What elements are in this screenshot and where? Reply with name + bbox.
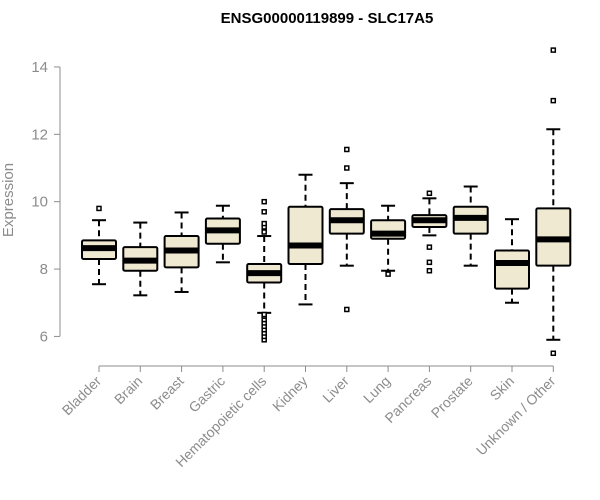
- box-gastric: [204, 204, 241, 264]
- outlier-lung-0: [385, 271, 391, 277]
- box-pancreas: [411, 190, 448, 274]
- outlier-pancreas-1: [426, 259, 433, 266]
- box-liver: [328, 146, 365, 313]
- outlier-hematopoietic-cells-11: [261, 220, 267, 227]
- box-hematopoietic-cells: [246, 198, 283, 343]
- outlier-hematopoietic-cells-12: [261, 209, 267, 215]
- box-skin: [494, 218, 530, 304]
- outlier-pancreas-3: [426, 190, 433, 197]
- outlier-unknown-other-1: [550, 97, 557, 104]
- box-breast: [163, 211, 200, 293]
- outlier-liver-0: [344, 306, 350, 313]
- chart-title: ENSG00000119899 - SLC17A5: [221, 10, 434, 27]
- x-tick-label-skin: Skin: [487, 373, 518, 404]
- y-tick-label-12: 12: [31, 126, 48, 143]
- outlier-bladder-0: [96, 205, 102, 212]
- outlier-hematopoietic-cells-13: [261, 198, 267, 205]
- outlier-pancreas-0: [426, 267, 433, 274]
- y-tick-label-8: 8: [40, 261, 48, 278]
- x-tick-label-brain: Brain: [111, 373, 145, 407]
- outlier-hematopoietic-cells-8: [261, 311, 267, 318]
- boxes-group: [81, 47, 572, 357]
- box-kidney: [287, 173, 324, 306]
- y-tick-label-6: 6: [40, 328, 48, 345]
- box-lung: [370, 204, 407, 277]
- box-brain: [122, 221, 159, 297]
- outlier-unknown-other-0: [550, 350, 557, 357]
- x-tick-label-prostate: Prostate: [428, 373, 476, 421]
- x-tick-label-liver: Liver: [319, 373, 352, 406]
- outlier-liver-1: [344, 165, 350, 171]
- y-tick-label-14: 14: [31, 59, 48, 76]
- x-tick-label-breast: Breast: [147, 373, 187, 413]
- box-body-skin: [494, 249, 530, 290]
- x-tick-label-kidney: Kidney: [269, 373, 311, 415]
- outlier-liver-2: [344, 146, 350, 153]
- x-tick-label-lung: Lung: [360, 373, 393, 406]
- x-tick-label-bladder: Bladder: [59, 373, 105, 419]
- box-unknown-other: [535, 47, 572, 357]
- box-prostate: [452, 185, 489, 267]
- y-tick-label-10: 10: [31, 194, 48, 211]
- outlier-pancreas-2: [426, 244, 433, 250]
- y-axis-label: Expression: [0, 163, 17, 237]
- outlier-hematopoietic-cells-9: [261, 229, 267, 235]
- box-body-kidney: [287, 205, 324, 266]
- outlier-unknown-other-2: [550, 47, 557, 53]
- y-axis: 6 8 10 12 14: [31, 59, 61, 345]
- box-bladder: [81, 205, 117, 286]
